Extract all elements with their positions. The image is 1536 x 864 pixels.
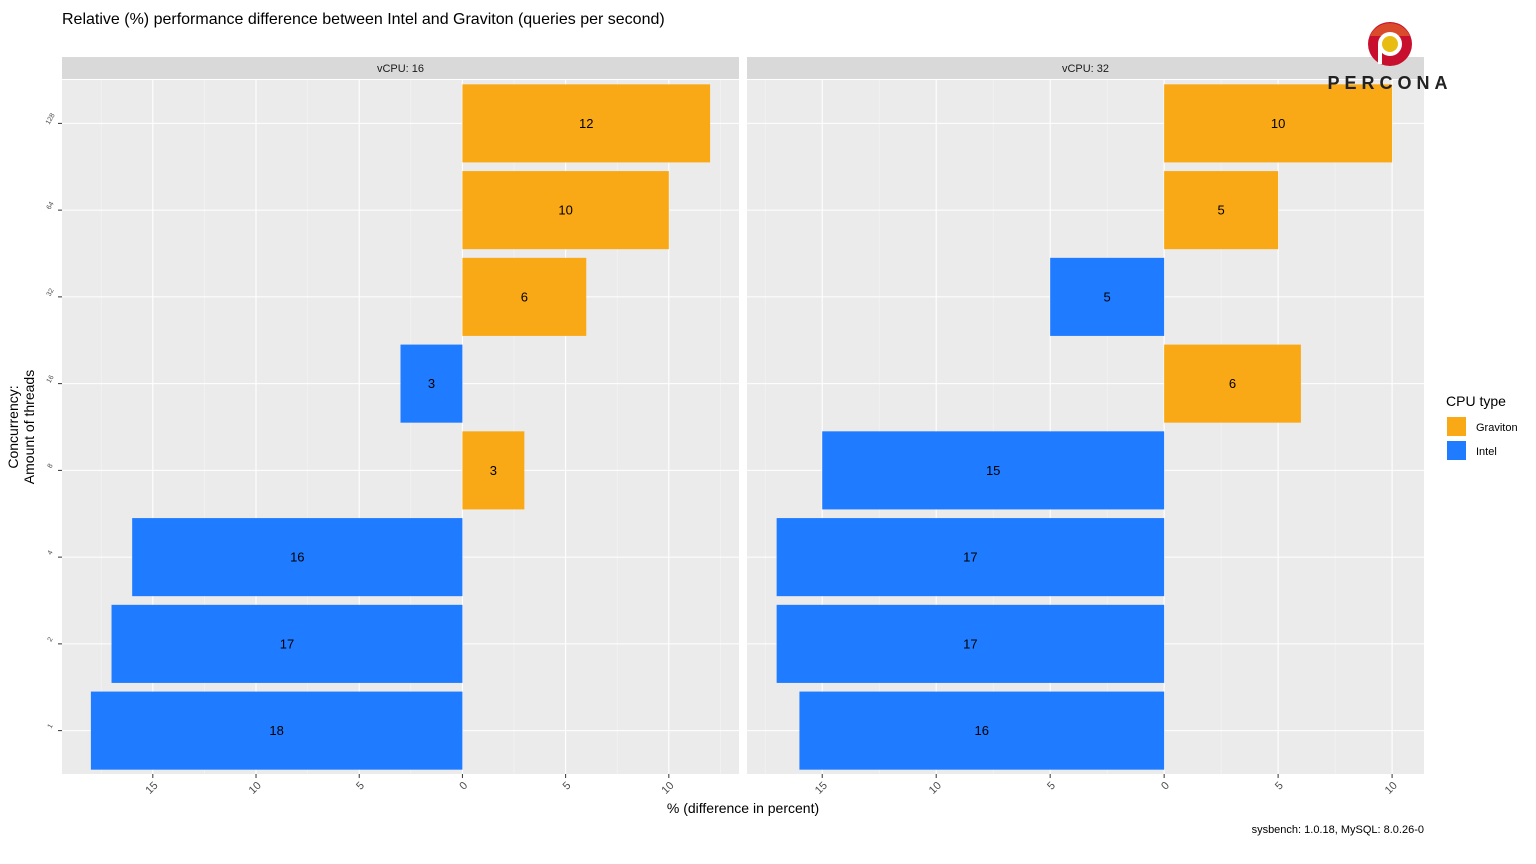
- panel-strip-label: vCPU: 32: [1062, 63, 1109, 75]
- legend-key-graviton: [1447, 417, 1466, 436]
- bar-graviton: [1164, 84, 1393, 163]
- chart-title: Relative (%) performance difference betw…: [62, 11, 665, 28]
- panel-strip-label: vCPU: 16: [377, 63, 424, 75]
- x-axis-title: % (difference in percent): [667, 800, 819, 816]
- bar-data-label: 15: [986, 463, 1000, 478]
- x-tick-label: 10: [1383, 780, 1400, 797]
- x-tick-label: 10: [927, 780, 944, 797]
- y-axis-title: Concurrency:Amount of threads: [5, 370, 37, 484]
- y-tick-label: 2: [47, 636, 55, 643]
- x-tick-label: 10: [247, 780, 264, 797]
- panel-strip: [62, 57, 739, 79]
- bar-data-label: 3: [428, 376, 435, 391]
- bar-graviton: [462, 171, 669, 250]
- bar-intel: [1050, 257, 1165, 336]
- bar-data-label: 16: [975, 723, 989, 738]
- y-tick-label: 1: [47, 723, 55, 730]
- x-tick-label: 5: [354, 780, 367, 793]
- bar-intel: [776, 604, 1165, 683]
- x-tick-label: 0: [1159, 780, 1172, 793]
- legend-label: Graviton: [1476, 422, 1518, 434]
- legend-label: Intel: [1476, 446, 1497, 458]
- y-axis-title-line: Amount of threads: [21, 370, 37, 484]
- bar-data-label: 6: [1229, 376, 1236, 391]
- bar-intel: [799, 691, 1165, 770]
- legend: CPU type Graviton Intel: [1446, 393, 1518, 460]
- caption: sysbench: 1.0.18, MySQL: 8.0.26-0: [1252, 824, 1424, 836]
- y-tick-label: 32: [46, 287, 56, 297]
- bar-data-label: 18: [269, 723, 283, 738]
- bar-intel: [822, 431, 1165, 510]
- panel-2: vCPU: 32 16 17 17 15 6 5 5 10 15 10 5 0 5 10: [747, 57, 1424, 797]
- bar-data-label: 17: [963, 550, 977, 565]
- bar-data-label: 16: [290, 550, 304, 565]
- bar-graviton: [462, 257, 587, 336]
- bar-graviton: [462, 84, 711, 163]
- bar-intel: [132, 518, 463, 597]
- y-tick-label: 4: [47, 549, 55, 556]
- x-tick-label: 5: [561, 780, 574, 793]
- panel-1: vCPU: 16 18 17 16 3 3 6 10 12 15 10 5 0 5 10: [62, 57, 739, 797]
- bar-graviton: [1164, 171, 1279, 250]
- bar-data-label: 10: [558, 203, 572, 218]
- percona-logo: PERCONA: [1327, 22, 1452, 93]
- y-axis-title-line: Concurrency:: [5, 385, 21, 468]
- bar-intel: [90, 691, 463, 770]
- x-tick-label: 0: [457, 780, 470, 793]
- y-tick-label: 128: [45, 112, 57, 126]
- bar-data-label: 17: [963, 636, 977, 651]
- bar-data-label: 12: [579, 116, 593, 131]
- bar-intel: [400, 344, 463, 423]
- bar-intel: [776, 518, 1165, 597]
- x-tick-label: 5: [1045, 780, 1058, 793]
- bar-graviton: [1164, 344, 1301, 423]
- panel-strip: [747, 57, 1424, 79]
- logo-gradient: [1370, 23, 1410, 36]
- bar-intel: [111, 604, 463, 683]
- logo-dot: [1382, 36, 1398, 52]
- x-tick-label: 15: [143, 780, 160, 797]
- y-tick-label: 8: [47, 463, 55, 470]
- bar-data-label: 10: [1271, 116, 1285, 131]
- x-tick-label: 15: [813, 780, 830, 797]
- x-tick-label: 10: [659, 780, 676, 797]
- bar-data-label: 5: [1218, 203, 1225, 218]
- x-tick-label: 5: [1273, 780, 1286, 793]
- bar-data-label: 6: [521, 289, 528, 304]
- logo-text: PERCONA: [1327, 73, 1452, 93]
- bar-graviton: [462, 431, 525, 510]
- legend-title: CPU type: [1446, 393, 1506, 409]
- y-tick-label: 16: [46, 374, 56, 384]
- y-tick-label: 64: [46, 201, 56, 211]
- bar-data-label: 17: [280, 636, 294, 651]
- bar-data-label: 5: [1104, 289, 1111, 304]
- bar-data-label: 3: [490, 463, 497, 478]
- legend-key-intel: [1447, 441, 1466, 460]
- logo-stem: [1378, 44, 1382, 64]
